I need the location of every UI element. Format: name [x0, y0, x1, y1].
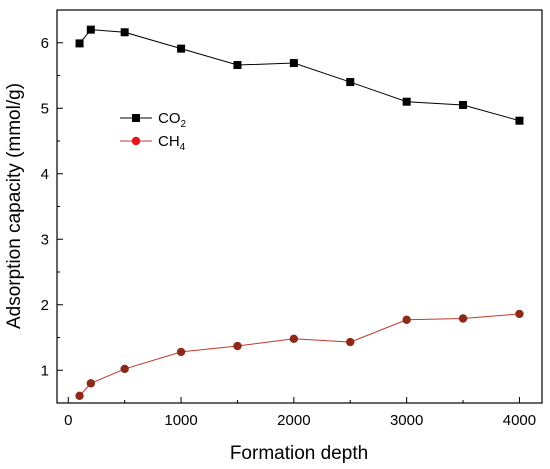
data-point-co2	[86, 25, 95, 34]
series-layer	[75, 25, 524, 400]
legend-marker-co2	[132, 114, 140, 122]
data-point-ch4	[515, 309, 524, 319]
y-axis-title: Adsorption capacity (mmol/g)	[4, 83, 25, 329]
axis-ticks: 0 1000 2000 3000 4000 1 2 3 4 5 6	[41, 35, 536, 429]
x-tick-label-2000: 2000	[277, 412, 310, 429]
data-point-ch4	[346, 337, 355, 347]
legend-label-ch4-main: CH	[158, 133, 180, 150]
data-point-co2	[515, 116, 524, 125]
legend-marker-ch4	[131, 136, 141, 146]
legend-label-co2-main: CO	[158, 110, 181, 127]
legend-label-ch4-sub: 4	[180, 142, 186, 153]
data-point-ch4	[75, 391, 84, 400]
legend-label-ch4: CH4	[158, 133, 186, 153]
y-tick-label-2: 2	[41, 297, 49, 314]
legend: CO2 CH4	[120, 110, 187, 153]
legend-item-ch4: CH4	[120, 133, 186, 153]
data-point-co2	[346, 78, 355, 87]
y-tick-label-5: 5	[41, 100, 49, 117]
data-point-co2	[75, 39, 84, 48]
legend-label-co2-sub: 2	[181, 119, 187, 130]
data-point-co2	[233, 61, 242, 70]
y-tick-label-6: 6	[41, 35, 49, 52]
data-point-co2	[402, 97, 411, 106]
data-point-ch4	[86, 379, 96, 388]
data-point-ch4	[458, 314, 468, 323]
x-axis-title: Formation depth	[230, 443, 368, 464]
x-tick-label-1000: 1000	[164, 412, 197, 429]
data-point-co2	[177, 44, 186, 53]
series-line-co2	[79, 29, 520, 122]
x-tick-label-3000: 3000	[390, 412, 423, 429]
x-tick-label-4000: 4000	[503, 412, 536, 429]
y-tick-label-1: 1	[41, 362, 49, 379]
legend-item-co2: CO2	[120, 110, 187, 130]
plot-area-border	[56, 9, 543, 404]
data-point-ch4	[402, 315, 411, 325]
series-line-ch4	[79, 313, 520, 397]
y-tick-label-3: 3	[41, 231, 49, 248]
y-tick-label-4: 4	[41, 166, 49, 183]
data-point-ch4	[176, 347, 186, 357]
data-point-co2	[289, 59, 298, 68]
data-point-ch4	[120, 364, 129, 374]
plot-frame	[56, 9, 543, 404]
x-tick-label-0: 0	[64, 412, 72, 429]
data-point-co2	[459, 100, 468, 109]
data-point-co2	[120, 28, 129, 37]
data-point-ch4	[233, 341, 242, 351]
legend-label-co2: CO2	[158, 110, 187, 130]
data-point-ch4	[289, 334, 299, 344]
